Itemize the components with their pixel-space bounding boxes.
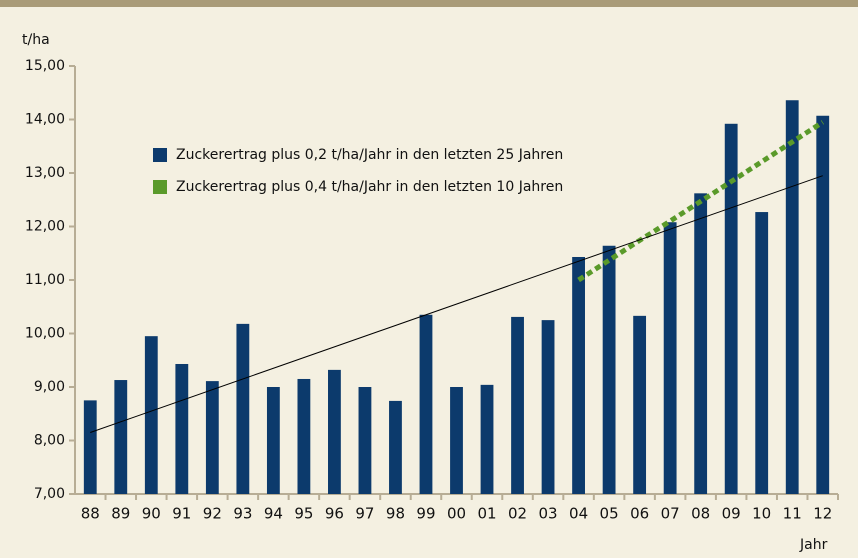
x-tick-label: 99 xyxy=(416,505,435,523)
bar xyxy=(633,315,647,494)
bar xyxy=(114,380,128,494)
legend-label: Zuckerertrag plus 0,4 t/ha/Jahr in den l… xyxy=(176,179,563,195)
x-tick-label: 03 xyxy=(539,505,558,523)
x-tick-label: 00 xyxy=(447,505,466,523)
bar xyxy=(328,369,341,494)
bar xyxy=(266,387,280,494)
bar xyxy=(297,378,311,494)
bar xyxy=(389,400,402,494)
y-tick-label: 7,00 xyxy=(34,486,65,502)
bar xyxy=(755,212,769,494)
x-tick-label: 96 xyxy=(325,505,344,523)
x-tick-label: 95 xyxy=(294,505,313,523)
x-tick-label: 92 xyxy=(203,505,222,523)
bar xyxy=(175,363,189,494)
bar xyxy=(724,123,738,494)
x-tick-label: 97 xyxy=(355,505,374,523)
bar xyxy=(785,100,799,495)
y-tick-label: 12,00 xyxy=(25,219,65,235)
x-tick-label: 94 xyxy=(264,505,283,523)
bar xyxy=(572,256,585,494)
bar xyxy=(663,222,677,494)
bar xyxy=(816,115,830,494)
x-tick-label: 07 xyxy=(661,505,680,523)
legend-label: Zuckerertrag plus 0,2 t/ha/Jahr in den l… xyxy=(176,147,563,163)
x-tick-label: 98 xyxy=(386,505,405,523)
x-tick-label: 08 xyxy=(691,505,710,523)
x-tick-label: 01 xyxy=(477,505,496,523)
trend-line-dotted xyxy=(577,120,825,283)
y-tick-label: 9,00 xyxy=(34,379,65,395)
x-axis-label: Jahr xyxy=(799,537,828,553)
top-border xyxy=(0,0,858,7)
y-tick-label: 10,00 xyxy=(25,326,65,342)
bar xyxy=(450,387,463,494)
y-tick-label: 15,00 xyxy=(25,58,65,74)
bar xyxy=(236,323,250,494)
bar xyxy=(419,314,433,494)
bar xyxy=(480,384,494,494)
y-tick-label: 8,00 xyxy=(34,433,65,449)
x-tick-label: 90 xyxy=(142,505,161,523)
x-tick-label: 93 xyxy=(233,505,252,523)
y-tick-label: 13,00 xyxy=(25,165,65,181)
trendline xyxy=(90,175,823,433)
x-tick-label: 11 xyxy=(783,505,802,523)
x-tick-label: 91 xyxy=(172,505,191,523)
x-tick-label: 05 xyxy=(600,505,619,523)
y-tick-label: 14,00 xyxy=(25,112,65,128)
x-tick-label: 04 xyxy=(569,505,588,523)
bar xyxy=(205,381,219,494)
bar xyxy=(83,400,97,494)
x-tick-label: 02 xyxy=(508,505,527,523)
x-tick-label: 09 xyxy=(722,505,741,523)
x-tick-label: 88 xyxy=(81,505,100,523)
bar xyxy=(602,245,616,494)
x-tick-label: 10 xyxy=(752,505,771,523)
x-tick-label: 89 xyxy=(111,505,130,523)
bar xyxy=(144,336,158,494)
bar xyxy=(358,387,372,494)
bar xyxy=(511,316,524,494)
bar xyxy=(694,193,708,494)
x-tick-label: 06 xyxy=(630,505,649,523)
y-axis-label: t/ha xyxy=(22,32,50,48)
bar xyxy=(541,320,555,494)
x-tick-label: 12 xyxy=(813,505,832,523)
legend-swatch xyxy=(153,148,167,162)
legend-swatch xyxy=(153,180,167,194)
y-tick-label: 11,00 xyxy=(25,272,65,288)
